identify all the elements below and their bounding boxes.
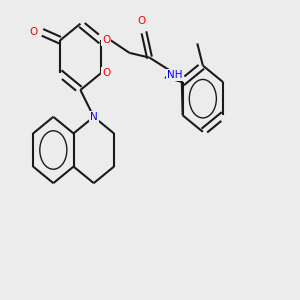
Text: N: N — [90, 112, 98, 122]
Text: O: O — [138, 16, 146, 26]
Text: O: O — [29, 27, 38, 38]
Text: O: O — [102, 68, 110, 78]
Text: O: O — [102, 35, 110, 45]
Text: NH: NH — [167, 70, 183, 80]
